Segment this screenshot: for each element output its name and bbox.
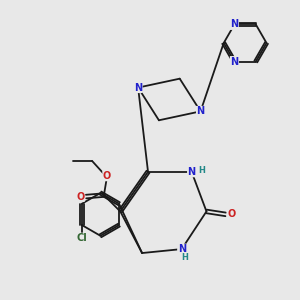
Text: N: N (178, 244, 186, 254)
Text: N: N (230, 20, 238, 29)
Text: N: N (188, 167, 196, 177)
Text: O: O (76, 192, 84, 202)
Text: N: N (230, 56, 238, 67)
Text: N: N (196, 106, 205, 116)
Text: H: H (199, 166, 206, 175)
Text: N: N (134, 82, 142, 93)
Text: Cl: Cl (76, 233, 87, 244)
Text: O: O (103, 171, 111, 181)
Text: O: O (227, 209, 235, 219)
Text: H: H (181, 254, 188, 262)
